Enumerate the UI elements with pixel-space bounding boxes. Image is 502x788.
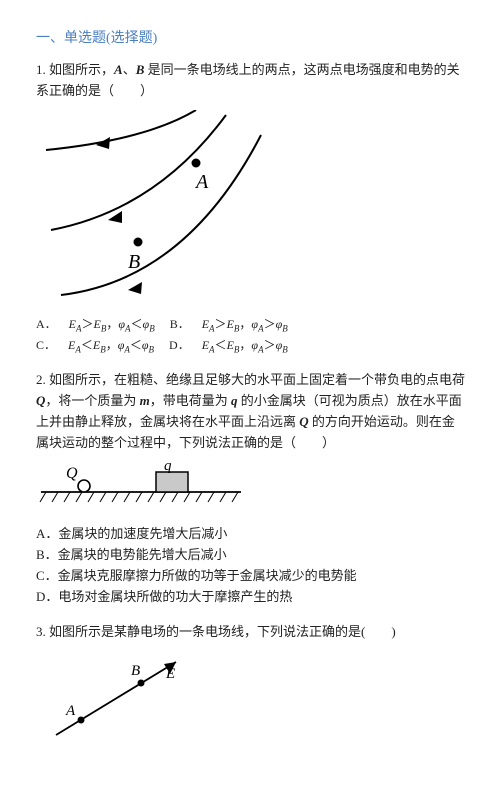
q2-mid1: ，将一个质量为 — [45, 393, 139, 408]
q1-bold-a: A — [114, 62, 123, 77]
q1-opt-a: A．EA＞EB，φA＜φB — [36, 317, 155, 331]
q2-Q2: Q — [299, 414, 308, 429]
q1-opt-d: D．EA＜EB，φA＞φB — [169, 338, 288, 352]
q1-figure: A B — [36, 110, 466, 307]
section-title: 一、单选题(选择题) — [36, 28, 466, 50]
q2-Q1: Q — [36, 393, 45, 408]
q2-mid2: ，带电荷量为 — [150, 393, 231, 408]
q1-stem-prefix: 1. 如图所示， — [36, 62, 114, 77]
q3-label-e: E — [165, 666, 175, 682]
q3-figure: A B E — [36, 650, 466, 752]
q2-opt-d: D．电场对金属块所做的功大于摩擦产生的热 — [36, 587, 466, 608]
q1-mid: 、 — [123, 62, 136, 77]
q2-m: m — [140, 393, 150, 408]
q1-label-a: A — [194, 171, 209, 193]
q2-figure: Q q — [36, 462, 466, 517]
q1-opt-b: B．EA＞EB，φA＞φB — [170, 317, 288, 331]
q2-opt-c: C．金属块克服摩擦力所做的功等于金属块减少的电势能 — [36, 566, 466, 587]
q2-label-q: q — [164, 462, 172, 474]
q2-opt-a: A．金属块的加速度先增大后减小 — [36, 524, 466, 545]
q1-options: A．EA＞EB，φA＜φB B．EA＞EB，φA＞φB C．EA＜EB，φA＜φ… — [36, 315, 466, 357]
q2-opt-b: B．金属块的电势能先增大后减小 — [36, 545, 466, 566]
q3-label-a: A — [65, 703, 76, 719]
q2-label-Q: Q — [66, 465, 78, 482]
q2-options: A．金属块的加速度先增大后减小 B．金属块的电势能先增大后减小 C．金属块克服摩… — [36, 524, 466, 607]
q2-prefix: 2. 如图所示，在粗糙、绝缘且足够大的水平面上固定着一个带负电的点电荷 — [36, 372, 465, 387]
q1-opt-c: C．EA＜EB，φA＜φB — [36, 338, 154, 352]
q3-label-b: B — [131, 663, 140, 679]
question-1: 1. 如图所示，A、B 是同一条电场线上的两点，这两点电场强度和电势的关系正确的… — [36, 60, 466, 102]
question-3: 3. 如图所示是某静电场的一条电场线，下列说法正确的是( ) — [36, 622, 466, 643]
q1-label-b: B — [128, 251, 140, 273]
question-2: 2. 如图所示，在粗糙、绝缘且足够大的水平面上固定着一个带负电的点电荷 Q，将一… — [36, 370, 466, 453]
